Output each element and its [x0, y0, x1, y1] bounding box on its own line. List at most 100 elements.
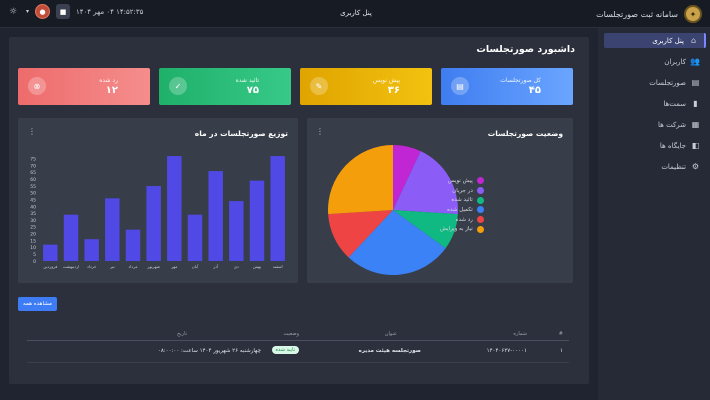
legend-swatch — [476, 206, 484, 214]
sidebar-item-dashboard[interactable]: ⌂ پنل کاربری — [604, 33, 706, 48]
stat-card-approved[interactable]: تائید شده ۷۵ ✓ — [159, 68, 291, 105]
pie-slice-1[interactable] — [393, 145, 421, 210]
x-tick-label: فروردین — [43, 264, 57, 269]
bar-8[interactable] — [187, 214, 203, 261]
bar-11[interactable] — [249, 180, 265, 261]
check-icon: ✓ — [169, 77, 187, 95]
column-header-title[interactable]: عنوان — [384, 331, 397, 337]
stat-value: ۳۶ — [387, 85, 400, 96]
legend-swatch — [476, 216, 484, 224]
bar-3[interactable] — [84, 239, 99, 261]
legend-label: پیش نویس — [447, 177, 473, 184]
y-tick-label: 50 — [30, 191, 36, 197]
y-tick-label: 30 — [30, 218, 36, 224]
top-left-tools: ☼ ▾ ● ■ ۱۴:۵۲:۳۵ ۰۴ مهر ۱۴۰۴ — [6, 4, 143, 19]
bar-4[interactable] — [105, 198, 120, 261]
bar-9[interactable] — [208, 171, 223, 261]
lock-icon[interactable]: ■ — [56, 4, 71, 19]
x-tick-label: اسفند — [273, 264, 283, 269]
legend-item[interactable]: تائید شده — [440, 195, 484, 205]
bar-12[interactable] — [270, 156, 285, 261]
document-icon: ▤ — [691, 78, 700, 87]
users-icon: 👥 — [690, 57, 700, 66]
y-tick-label: 0 — [33, 259, 36, 265]
status-chart-title: وضعیت صورتجلسات — [487, 129, 563, 138]
status-pie-chart — [328, 145, 458, 275]
column-header-date[interactable]: تاریخ — [177, 331, 187, 337]
theme-toggle-icon[interactable]: ☼ — [8, 6, 18, 17]
stat-label: کل صورتجلسات — [500, 77, 541, 84]
legend-label: در جریان — [452, 187, 473, 194]
column-header-number[interactable]: شماره — [513, 331, 527, 337]
sidebar-item-companies[interactable]: ▦ شرکت ها — [604, 117, 706, 132]
pie-slice-5[interactable] — [328, 210, 393, 258]
y-tick-label: 75 — [30, 157, 36, 163]
stat-value: ۷۵ — [246, 85, 259, 96]
legend-item[interactable]: پیش نویس — [440, 176, 484, 186]
y-tick-label: 40 — [30, 204, 36, 210]
y-tick-label: 25 — [30, 225, 36, 231]
sidebar: ⌂ پنل کاربری 👥 کاربران ▤ صورتجلسات ▮ سمت… — [598, 28, 710, 400]
sidebar-item-seats[interactable]: ◧ جایگاه ها — [604, 138, 706, 153]
pie-slice-6[interactable] — [328, 145, 393, 215]
legend-swatch — [476, 196, 484, 204]
pie-slice-2[interactable] — [393, 151, 458, 215]
status-badge: تایید شده — [271, 346, 299, 354]
column-header-index[interactable]: # — [558, 331, 563, 337]
column-header-status[interactable]: وضعیت — [283, 331, 300, 337]
sidebar-item-label: صورتجلسات — [649, 78, 686, 87]
bar-1[interactable] — [43, 244, 58, 261]
table-row[interactable]: ۱ ۱۴۰۴۰۶۲۷-۰۰۰۰۱ صورتجلسه هیئت مدیره تای… — [27, 341, 569, 363]
row-index: ۱ — [560, 348, 563, 354]
legend-swatch — [476, 187, 484, 195]
legend-item[interactable]: در جریان — [440, 186, 484, 196]
x-tick-label: تیر — [109, 264, 115, 269]
more-options-icon[interactable]: ⋮ — [316, 127, 324, 136]
main-content: داشبورد صورتجلسات کل صورتجلسات ۴۵ ▤ پیش … — [9, 37, 589, 384]
row-number: ۱۴۰۴۰۶۲۷-۰۰۰۰۱ — [486, 348, 527, 354]
bar-10[interactable] — [229, 201, 244, 261]
legend-item[interactable]: تکمیل شده — [440, 205, 484, 215]
monthly-chart-panel: توزیع صورتجلسات در ماه ⋮ 0 5 10 15 20 25 30 35 4… — [18, 118, 298, 283]
x-tick-label: اردیبهشت — [63, 264, 79, 269]
more-options-icon[interactable]: ⋮ — [28, 127, 36, 136]
bar-5[interactable] — [125, 229, 141, 261]
app-logo: ✦ — [684, 5, 702, 23]
bar-6[interactable] — [146, 186, 161, 261]
bar-2[interactable] — [63, 214, 79, 261]
x-tick-label: مهر — [170, 264, 177, 269]
y-tick-label: 70 — [30, 163, 36, 169]
building-icon: ▦ — [691, 120, 700, 129]
x-tick-label: بهمن — [253, 264, 261, 269]
bar-7[interactable] — [167, 156, 182, 261]
legend-label: نیاز به ویرایش — [440, 226, 473, 233]
legend-label: رد شده — [455, 216, 473, 223]
x-tick-label: خرداد — [87, 264, 97, 269]
status-chart-panel: وضعیت صورتجلسات ⋮ پیش نویس در جریان تائی… — [307, 118, 573, 283]
sidebar-item-positions[interactable]: ▮ سمت‌ها — [604, 96, 706, 111]
stat-value: ۴۵ — [528, 85, 541, 96]
stat-card-rejected[interactable]: رد شده ۱۲ ⊗ — [18, 68, 150, 105]
stat-card-draft[interactable]: پیش نویس ۳۶ ✎ — [300, 68, 432, 105]
avatar[interactable]: ● — [35, 4, 51, 19]
legend-item[interactable]: نیاز به ویرایش — [440, 224, 484, 234]
pie-slice-3[interactable] — [393, 210, 458, 249]
gear-icon: ⚙ — [691, 162, 700, 171]
sidebar-item-users[interactable]: 👥 کاربران — [604, 54, 706, 69]
y-tick-label: 55 — [30, 184, 36, 190]
stat-card-total[interactable]: کل صورتجلسات ۴۵ ▤ — [441, 68, 573, 105]
sidebar-item-minutes[interactable]: ▤ صورتجلسات — [604, 75, 706, 90]
stat-label: رد شده — [99, 77, 118, 84]
chevron-down-icon[interactable]: ▾ — [26, 8, 30, 15]
sidebar-item-settings[interactable]: ⚙ تنظیمات — [604, 159, 706, 174]
y-tick-label: 5 — [33, 252, 36, 258]
pie-slice-4[interactable] — [348, 210, 446, 275]
briefcase-icon: ▮ — [693, 99, 698, 108]
minutes-table: # شماره عنوان وضعیت تاریخ ۱ ۱۴۰۴۰۶۲۷-۰۰۰… — [27, 327, 569, 363]
y-tick-label: 35 — [30, 211, 36, 217]
legend-item[interactable]: رد شده — [440, 215, 484, 225]
view-all-button[interactable]: مشاهده همه — [18, 297, 57, 311]
legend-swatch — [476, 225, 484, 233]
x-tick-label: آذر — [212, 264, 219, 269]
